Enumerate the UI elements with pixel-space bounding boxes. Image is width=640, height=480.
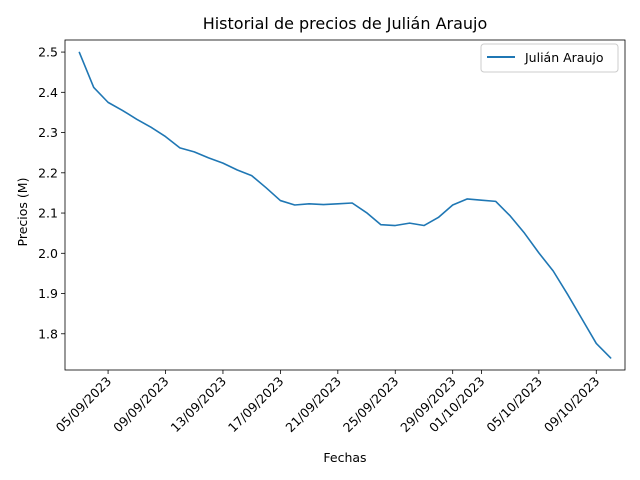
y-tick-label: 2.1	[38, 206, 58, 221]
y-tick-label: 2.4	[38, 85, 58, 100]
legend: Julián Araujo	[480, 43, 619, 73]
y-tick-label: 1.9	[38, 286, 58, 301]
y-tick-label: 2.2	[38, 165, 58, 180]
chart-title: Historial de precios de Julián Araujo	[203, 14, 488, 33]
x-axis-label: Fechas	[323, 450, 366, 465]
y-tick-label: 2.0	[38, 246, 58, 261]
y-tick-label: 2.5	[38, 45, 58, 60]
y-tick-label: 2.3	[38, 125, 58, 140]
y-tick-label: 1.8	[38, 326, 58, 341]
plot-frame	[64, 39, 626, 371]
legend-box	[480, 43, 619, 73]
y-axis-label: Precios (M)	[15, 178, 30, 247]
legend-label: Julián Araujo	[524, 50, 604, 65]
series-line-julian-araujo	[78, 51, 612, 359]
